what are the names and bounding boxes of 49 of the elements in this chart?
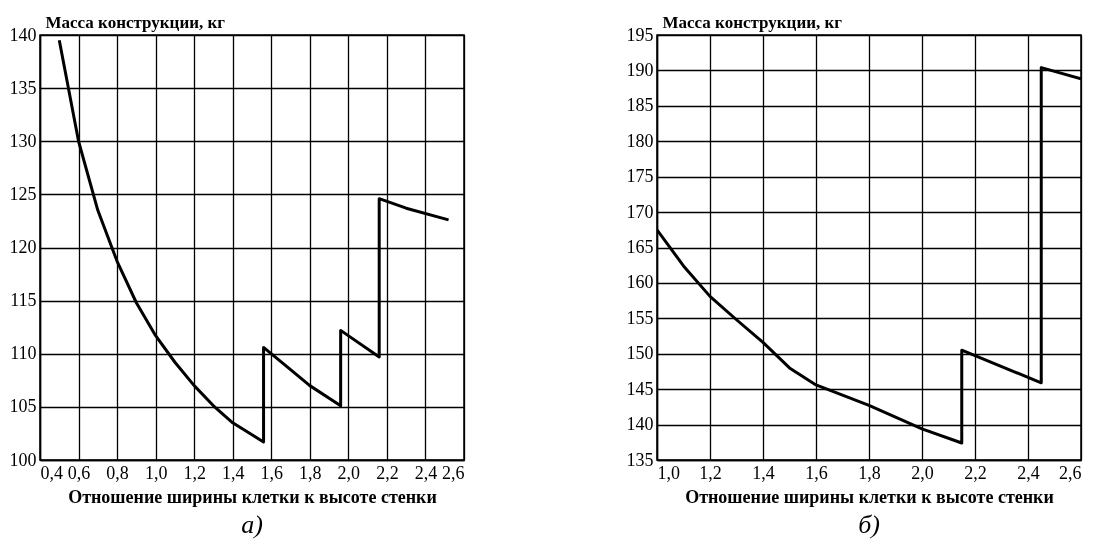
y-tick-label: 165 [626,237,654,257]
y-tick-label: 160 [626,272,654,293]
x-tick-label: 1,8 [858,462,881,483]
y-tick-label: 180 [626,130,654,151]
text: а) [241,510,263,539]
y-tick-label: 140 [626,414,654,435]
x-tick-label: 2,2 [376,462,399,483]
x-tick-label: 2,0 [911,462,934,483]
y-tick-label: 135 [626,449,654,470]
text: б) [858,510,880,539]
x-tick-label: 2,6 [442,462,465,483]
x-tick-label: 1,4 [221,462,245,483]
x-tick-label: 0,8 [106,462,129,483]
x-tick-label: 2,2 [964,462,987,483]
y-tick-label: 130 [9,130,37,151]
x-axis-title: Отношение ширины клетки к высоте стенки [685,486,1054,507]
y-tick-label: 120 [9,237,37,257]
y-tick-label: 100 [9,449,37,470]
y-tick-label: 150 [626,343,654,364]
x-axis-title: Отношение ширины клетки к высоте стенки [68,486,437,507]
y-tick-label: 190 [626,59,654,80]
x-tick-label: 1,6 [260,462,284,483]
y-tick-label: 170 [626,201,654,222]
y-tick-label: 110 [10,343,37,364]
x-tick-label: 2,0 [337,462,361,483]
y-tick-label: 145 [626,378,654,399]
y-tick-label: 155 [626,307,654,328]
y-tick-label: 175 [626,166,654,187]
x-tick-label: 0,6 [67,462,91,483]
x-tick-label: 2,6 [1059,462,1082,483]
x-tick-label: 1,2 [699,462,722,483]
x-tick-label: 1,2 [183,462,206,483]
x-tick-label: 1,0 [144,462,168,483]
x-tick-label: 1,0 [657,462,680,483]
x-tick-label: 2,4 [1017,462,1040,483]
y-tick-label: 195 [626,24,654,45]
x-tick-label: 1,6 [805,462,828,483]
y-tick-label: 135 [9,77,37,98]
x-tick-label: 1,8 [299,462,322,483]
y-axis-title: Масса конструкции, кг [45,12,226,32]
y-tick-label: 185 [626,95,654,116]
y-axis-title: Масса конструкции, кг [662,12,843,32]
x-tick-label: 1,4 [752,462,775,483]
x-tick-label: 0,4 [40,462,63,483]
x-tick-label: 2,4 [414,462,438,483]
y-tick-label: 125 [9,183,37,204]
y-tick-label: 105 [9,396,37,417]
y-tick-label: 115 [10,290,37,311]
y-tick-label: 140 [9,24,37,45]
